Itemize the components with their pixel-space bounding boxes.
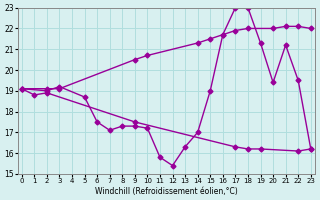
X-axis label: Windchill (Refroidissement éolien,°C): Windchill (Refroidissement éolien,°C) — [95, 187, 238, 196]
